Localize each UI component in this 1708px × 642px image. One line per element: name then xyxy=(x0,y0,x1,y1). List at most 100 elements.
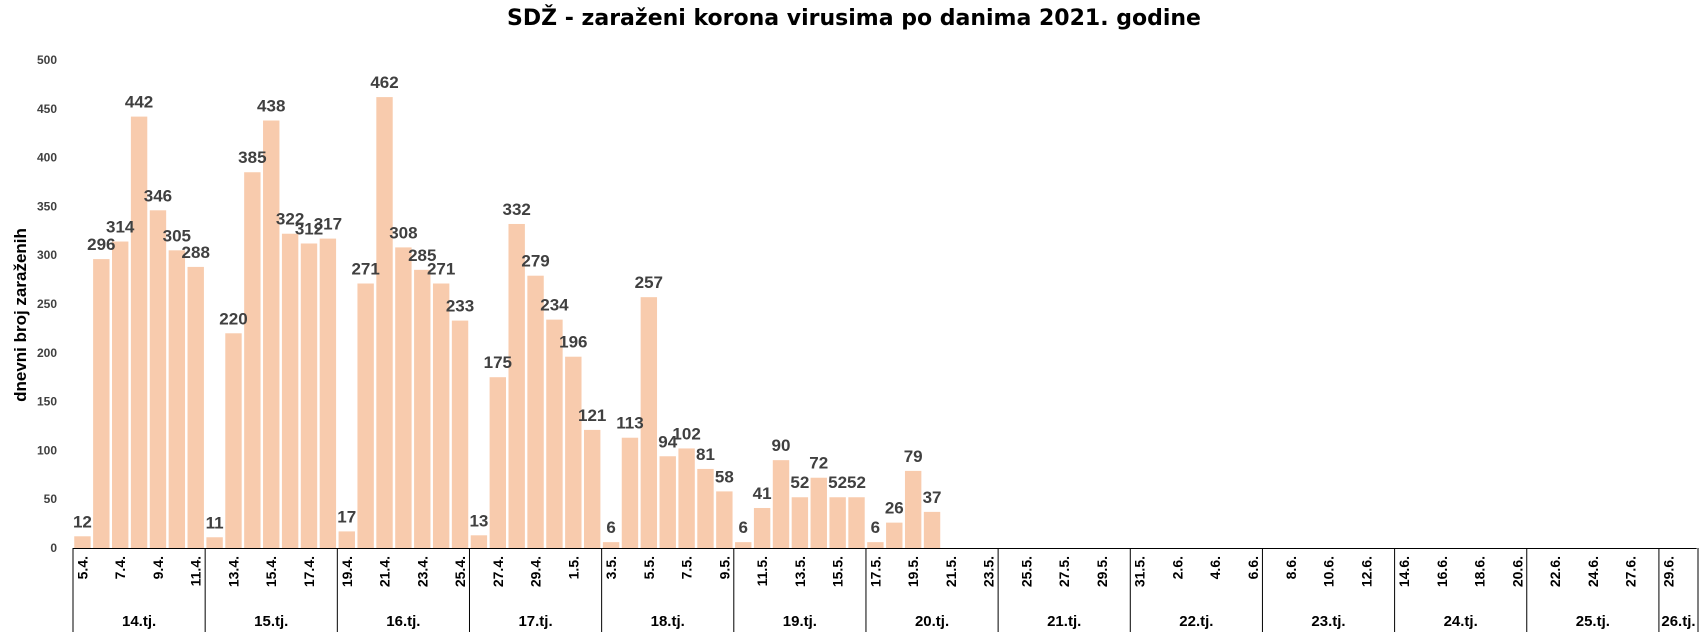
data-label: 346 xyxy=(144,186,172,205)
x-tick-label: 3.5. xyxy=(603,556,619,579)
x-tick-label: 19.4. xyxy=(339,556,355,587)
bar xyxy=(546,319,563,548)
x-tick-label: 6.6. xyxy=(1245,556,1261,579)
y-axis-ticks: 0 50 100 150 200 250 300 350 400 450 500 xyxy=(37,53,57,555)
x-tick-label: 23.4. xyxy=(414,556,430,587)
bar xyxy=(357,283,374,548)
week-label: 14.tj. xyxy=(122,613,156,630)
data-label: 317 xyxy=(314,215,342,234)
bar xyxy=(206,537,223,548)
data-label: 442 xyxy=(125,93,153,112)
week-label: 23.tj. xyxy=(1311,613,1345,630)
bar xyxy=(527,275,544,548)
data-label: 271 xyxy=(427,260,455,279)
week-label: 25.tj. xyxy=(1576,613,1610,630)
bar xyxy=(244,172,261,549)
bar xyxy=(772,460,790,548)
bar xyxy=(867,542,884,548)
data-label: 102 xyxy=(672,424,700,443)
data-label: 52 xyxy=(847,473,866,492)
bar xyxy=(432,283,450,548)
data-label: 121 xyxy=(578,406,606,425)
x-tick-label: 17.4. xyxy=(301,556,317,587)
data-label: 6 xyxy=(606,518,615,537)
bar xyxy=(168,250,186,548)
week-label: 24.tj. xyxy=(1444,613,1478,630)
y-tick-label: 0 xyxy=(50,541,57,555)
bar xyxy=(74,536,91,548)
data-label: 12 xyxy=(73,512,92,531)
bar xyxy=(281,233,299,548)
bar xyxy=(300,243,318,548)
chart-title: SDŽ - zaraženi korona virusima po danima… xyxy=(507,6,1201,31)
x-tick-label: 5.5. xyxy=(641,556,657,579)
x-tick-label: 11.4. xyxy=(188,556,204,586)
x-tick-label: 20.6. xyxy=(1509,556,1525,587)
y-tick-label: 100 xyxy=(37,443,57,457)
data-label: 233 xyxy=(446,297,474,316)
y-axis-label: dnevni broj zaraženih xyxy=(11,228,30,402)
bar xyxy=(659,456,676,548)
data-label: 288 xyxy=(182,243,210,262)
data-label: 308 xyxy=(389,223,417,242)
x-tick-label: 27.5. xyxy=(1056,556,1072,587)
bar xyxy=(584,429,601,548)
y-tick-label: 150 xyxy=(37,395,57,409)
bar xyxy=(565,356,582,548)
x-tick-label: 4.6. xyxy=(1207,556,1223,579)
data-label: 279 xyxy=(521,252,549,271)
x-tick-label: 15.5. xyxy=(830,556,846,587)
bar xyxy=(697,468,714,548)
x-tick-label: 29.4. xyxy=(528,556,544,587)
data-label: 90 xyxy=(772,436,791,455)
bar xyxy=(263,120,280,549)
data-label: 58 xyxy=(715,467,734,486)
data-label: 332 xyxy=(502,200,530,219)
bar xyxy=(678,448,695,548)
x-tick-label: 11.5. xyxy=(754,556,770,586)
data-label: 17 xyxy=(337,507,356,526)
bar xyxy=(602,542,620,548)
data-label: 305 xyxy=(163,226,191,245)
y-tick-label: 500 xyxy=(37,53,57,67)
data-label: 72 xyxy=(809,454,828,473)
x-tick-label: 27.4. xyxy=(490,556,506,587)
data-label: 79 xyxy=(904,447,923,466)
data-label: 175 xyxy=(484,353,512,372)
bar xyxy=(489,377,506,548)
x-tick-label: 29.5. xyxy=(1094,556,1110,587)
bar xyxy=(112,241,129,548)
data-label: 52 xyxy=(790,473,809,492)
data-label: 52 xyxy=(828,473,847,492)
data-label: 220 xyxy=(219,309,247,328)
y-tick-label: 300 xyxy=(37,248,57,262)
x-tick-label: 13.4. xyxy=(225,556,241,587)
week-label: 18.tj. xyxy=(651,613,685,630)
x-tick-label: 22.6. xyxy=(1547,556,1563,587)
data-label: 94 xyxy=(658,432,677,451)
bar xyxy=(735,542,752,548)
x-tick-label: 7.4. xyxy=(112,556,128,579)
bar xyxy=(829,497,846,548)
bar xyxy=(753,507,771,548)
x-tick-label: 16.6. xyxy=(1434,556,1450,587)
bar xyxy=(904,470,922,548)
bar xyxy=(810,477,827,548)
data-label: 462 xyxy=(370,73,398,92)
data-label: 296 xyxy=(87,235,115,254)
data-label: 385 xyxy=(238,148,266,167)
bar xyxy=(716,491,733,548)
week-label: 20.tj. xyxy=(915,613,949,630)
y-tick-label: 50 xyxy=(44,492,58,506)
bar xyxy=(225,333,242,548)
bar xyxy=(621,437,639,548)
x-tick-label: 19.5. xyxy=(905,556,921,587)
bar xyxy=(640,297,658,548)
bar xyxy=(187,266,204,548)
week-label: 16.tj. xyxy=(386,613,420,630)
x-tick-label: 5.4. xyxy=(74,556,90,579)
bar xyxy=(319,238,337,548)
data-label: 41 xyxy=(753,484,772,503)
data-label: 312 xyxy=(295,219,323,238)
